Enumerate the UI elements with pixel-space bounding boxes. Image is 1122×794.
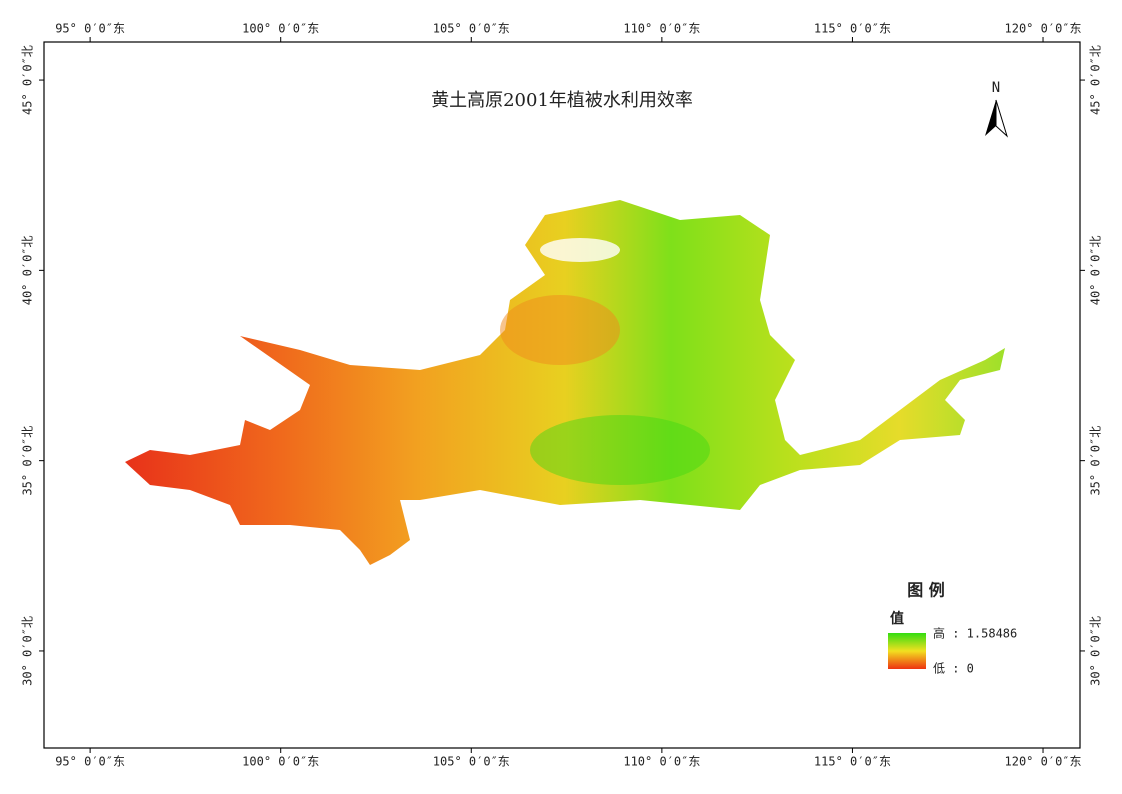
region bbox=[125, 200, 1005, 565]
x-tick-label-top: 115° 0′0″东 bbox=[814, 22, 891, 36]
x-tick-label-bottom: 100° 0′0″东 bbox=[242, 755, 319, 769]
north-label: N bbox=[992, 80, 1000, 96]
shade bbox=[500, 295, 620, 365]
x-tick-label-top: 100° 0′0″东 bbox=[242, 22, 319, 36]
x-tick-label-top: 110° 0′0″东 bbox=[623, 22, 700, 36]
y-tick-label-left: 35° 0′0″北 bbox=[21, 426, 35, 496]
y-tick-label-right: 40° 0′0″北 bbox=[1089, 235, 1103, 305]
y-tick-label-left: 40° 0′0″北 bbox=[21, 235, 35, 305]
legend-title: 图 例 bbox=[907, 581, 945, 600]
north-arrow bbox=[995, 99, 1009, 138]
shade bbox=[530, 415, 710, 485]
x-tick-label-bottom: 110° 0′0″东 bbox=[623, 755, 700, 769]
x-tick-label-bottom: 120° 0′0″东 bbox=[1005, 755, 1082, 769]
x-tick-label-bottom: 115° 0′0″东 bbox=[814, 755, 891, 769]
x-tick-label-bottom: 105° 0′0″东 bbox=[433, 755, 510, 769]
x-tick-label-bottom: 95° 0′0″东 bbox=[55, 755, 125, 769]
legend-field: 值 bbox=[890, 610, 904, 627]
y-tick-label-left: 45° 0′0″北 bbox=[21, 45, 35, 115]
legend-high: 高 : 1.58486 bbox=[933, 626, 1017, 641]
legend-ramp bbox=[888, 633, 926, 669]
legend-low: 低 : 0 bbox=[933, 662, 974, 676]
y-tick-label-right: 30° 0′0″北 bbox=[1089, 616, 1103, 686]
y-tick-label-right: 35° 0′0″北 bbox=[1089, 426, 1103, 496]
x-tick-label-top: 95° 0′0″东 bbox=[55, 22, 125, 36]
y-tick-label-left: 30° 0′0″北 bbox=[21, 616, 35, 686]
y-tick-label-right: 45° 0′0″北 bbox=[1089, 45, 1103, 115]
north-arrow bbox=[985, 100, 996, 136]
desert-gap bbox=[540, 238, 620, 262]
map-frame bbox=[43, 41, 1081, 749]
x-tick-label-top: 105° 0′0″东 bbox=[433, 22, 510, 36]
map-title: 黄土高原2001年植被水利用效率 bbox=[431, 90, 693, 111]
x-tick-label-top: 120° 0′0″东 bbox=[1005, 22, 1082, 36]
